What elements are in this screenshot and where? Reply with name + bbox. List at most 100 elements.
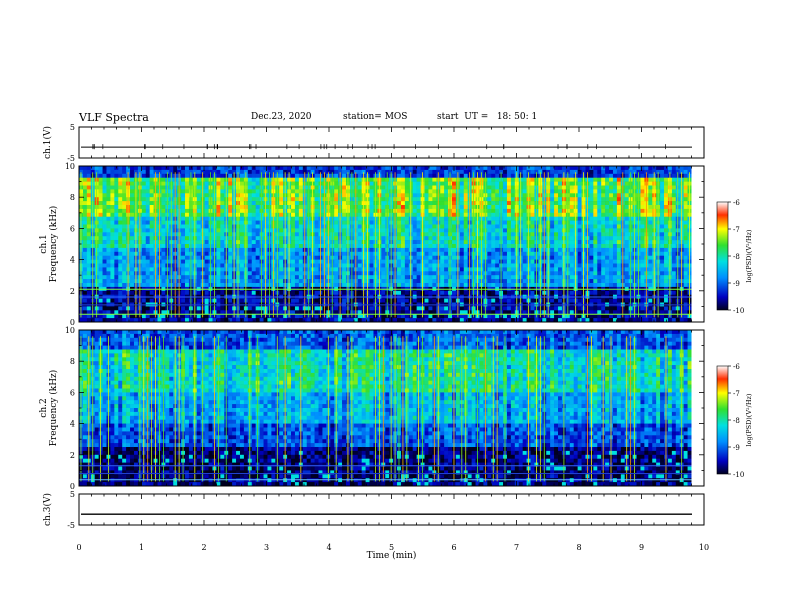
spectrogram-cell (440, 259, 445, 264)
spectrogram-cell (102, 251, 107, 256)
spectrogram-cell (181, 228, 186, 233)
spectrogram-cell (412, 173, 417, 178)
spectrogram-cell (506, 240, 512, 245)
spectrogram-cell (369, 185, 374, 190)
spectrogram-cell (149, 318, 154, 323)
spectrogram-cell (404, 318, 410, 323)
spectrogram-cell (369, 181, 374, 186)
spectrogram-cell (141, 310, 147, 315)
spectrogram-cell (440, 189, 445, 194)
spectrogram-cell (122, 236, 127, 241)
spectrogram-cell (334, 290, 339, 295)
spectrogram-cell (506, 177, 512, 182)
spectrogram-cell (102, 228, 107, 233)
spectrogram-cell (149, 290, 154, 295)
spectrogram-cell (416, 189, 421, 194)
spectrogram-cell (369, 240, 374, 245)
spectrogram-cell (558, 275, 563, 280)
spectrogram-cell (291, 318, 296, 323)
spectrogram-cell (440, 169, 445, 175)
spectrogram-cell (444, 275, 449, 280)
spectrogram-cell (381, 193, 386, 198)
spectrogram-cell (459, 205, 465, 210)
spectrogram-cell (558, 267, 563, 272)
spectrogram-cell (298, 205, 304, 210)
spectrogram-cell (298, 240, 304, 245)
spectrogram-cell (298, 314, 304, 319)
spectrogram-cell (522, 263, 527, 268)
spectrogram-cell (239, 224, 245, 229)
spectrogram-cell (440, 255, 445, 260)
spectrogram-cell (291, 279, 296, 284)
spectrogram-cell (279, 279, 284, 284)
spectrogram-cell (503, 255, 508, 260)
spectrogram-cell (255, 169, 260, 175)
spectrogram-cell (314, 208, 319, 214)
spectrogram-cell (506, 279, 512, 284)
spectrogram-cell (294, 181, 300, 186)
spectrogram-cell (118, 247, 123, 253)
spectrogram-cell (424, 244, 429, 249)
spectrogram-cell (463, 205, 469, 210)
spectrogram-cell (255, 166, 260, 171)
spectrogram-cell (294, 263, 300, 268)
spectrogram-cell (145, 169, 150, 175)
spectrogram-cell (298, 208, 304, 214)
spectrogram-cell (452, 298, 457, 303)
spectrogram-cell (400, 205, 406, 210)
spectrogram-cell (503, 177, 508, 182)
spectrogram-cell (185, 318, 190, 323)
spectrogram-cell (294, 283, 300, 288)
spectrogram-cell (357, 232, 362, 237)
spectrogram-cell (506, 290, 512, 295)
spectrogram-cell (487, 310, 492, 315)
spectrogram-cell (349, 166, 355, 171)
spectrogram-cell (554, 173, 559, 178)
spectrogram-cell (440, 279, 445, 284)
spectrogram-cell (338, 169, 343, 175)
spectrogram-cell (452, 255, 457, 260)
spectrogram-cell (314, 197, 319, 202)
spectrogram-cell (487, 212, 492, 217)
spectrogram-cell (82, 181, 88, 186)
spectrogram-cell (397, 185, 402, 190)
spectrogram-cell (342, 197, 347, 202)
spectrogram-cell (141, 251, 147, 256)
spectrogram-cell (416, 212, 421, 217)
spectrogram-cell (149, 251, 154, 256)
spectrogram-cell (114, 185, 119, 190)
spectrogram-cell (204, 220, 209, 225)
spectrogram-cell (550, 208, 555, 214)
spectrogram-cell (228, 263, 233, 268)
spectrogram-cell (491, 189, 496, 194)
spectrogram-cell (118, 267, 123, 272)
spectrogram-cell (279, 166, 284, 171)
spectrogram-cell (416, 283, 421, 288)
spectrogram-cell (181, 314, 186, 319)
spectrogram-cell (463, 279, 469, 284)
spectrogram-cell (459, 240, 465, 245)
spectrogram-cell (161, 224, 166, 229)
spectrogram-cell (102, 189, 107, 194)
spectrogram-cell (495, 263, 500, 268)
spectrogram-cell (404, 189, 410, 194)
spectrogram-cell (181, 232, 186, 237)
spectrogram-cell (495, 232, 500, 237)
spectrogram-cell (487, 259, 492, 264)
spectrogram-cell (114, 271, 119, 276)
spectrogram-cell (302, 166, 308, 171)
spectrogram-cell (114, 290, 119, 295)
spectrogram-cell (255, 310, 260, 315)
spectrogram-cell (216, 306, 221, 311)
spectrogram-cell (216, 220, 221, 225)
spectrogram-cell (432, 271, 437, 276)
spectrogram-cell (247, 259, 253, 264)
spectrogram-cell (503, 310, 508, 315)
spectrogram-cell (118, 255, 123, 260)
spectrogram-cell (428, 271, 433, 276)
spectrogram-ch1 (79, 166, 704, 323)
spectrogram-cell (291, 314, 296, 319)
spectrogram-cell (397, 228, 402, 233)
spectrogram-cell (495, 298, 500, 303)
spectrogram-cell (463, 166, 469, 171)
